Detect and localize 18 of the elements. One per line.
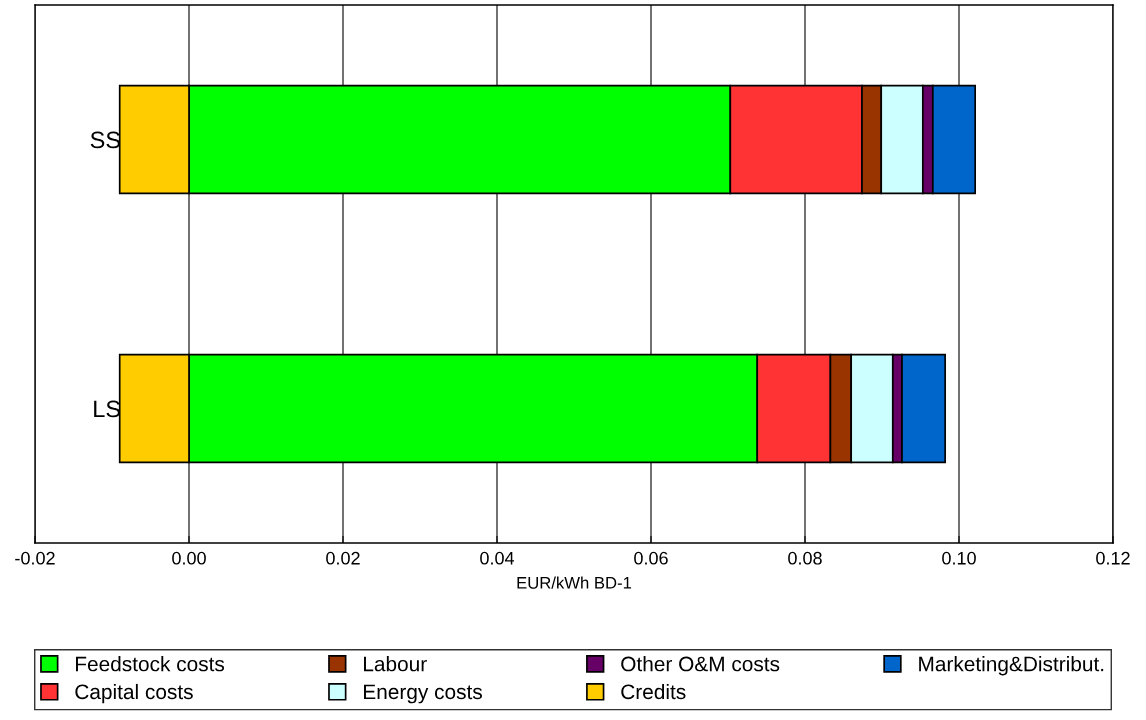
x-tick-label: 0.06 <box>634 551 668 565</box>
x-tick-label: 0.10 <box>942 551 976 565</box>
x-tick-label: 0.00 <box>172 551 206 565</box>
x-axis-title: EUR/kWh BD-1 <box>517 576 632 589</box>
legend-label: Feedstock costs <box>76 656 225 672</box>
legend-label: Marketing&Distribut. <box>919 656 1104 676</box>
legend-label: Credits <box>621 683 686 700</box>
x-tick-label: 0.02 <box>326 551 360 565</box>
legend-label: Labour <box>364 656 427 672</box>
y-tick-label: SS <box>90 131 121 149</box>
legend-label: Capital costs <box>75 683 193 704</box>
legend-label: Other O&M costs <box>621 656 780 672</box>
y-tick-label: LS <box>94 400 121 418</box>
x-tick-label: 0.12 <box>1096 551 1130 565</box>
legend-label: Energy costs <box>364 684 482 704</box>
x-tick-label: -0.02 <box>15 551 55 565</box>
x-tick-label: 0.04 <box>480 551 515 565</box>
x-tick-label: 0.08 <box>788 551 822 565</box>
